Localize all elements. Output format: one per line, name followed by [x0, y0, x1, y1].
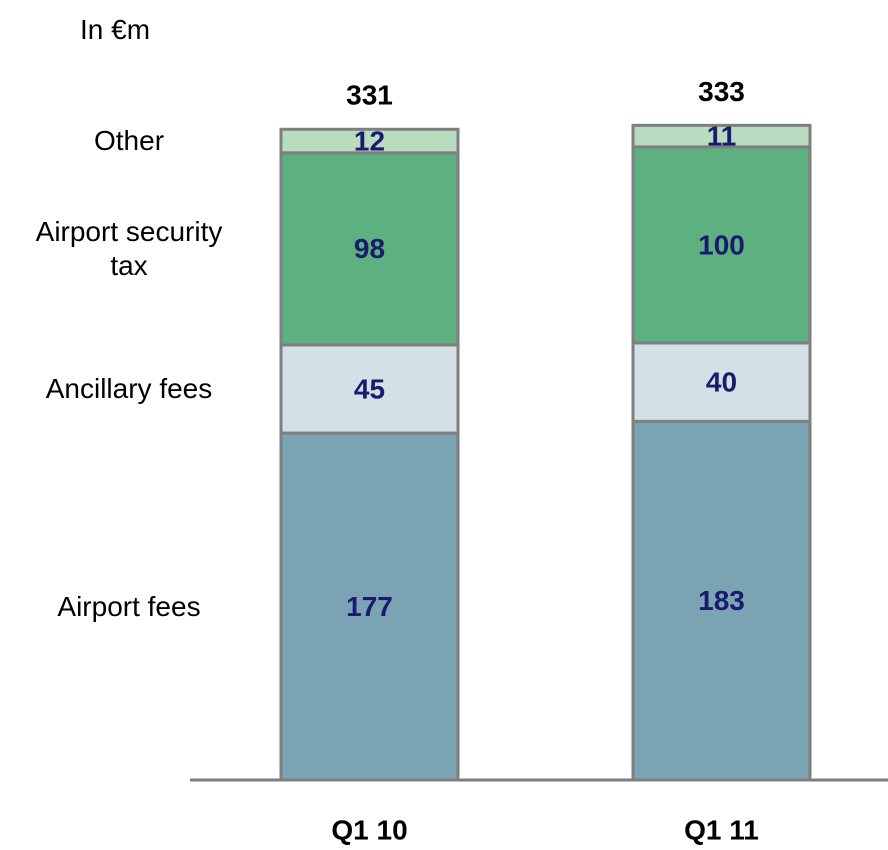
subtitle: In €m	[80, 14, 151, 45]
bar-segment	[279, 343, 460, 435]
data-label: 177	[346, 591, 393, 622]
legend-label: Airport fees	[57, 590, 201, 622]
bar-segment	[279, 127, 460, 155]
bar-segment	[631, 123, 812, 149]
bar-segment	[631, 419, 812, 782]
bar-segment	[631, 145, 812, 345]
data-label: 12	[354, 125, 385, 156]
data-label: 11	[707, 121, 737, 152]
data-label: 100	[698, 229, 745, 260]
bar-segment	[279, 151, 460, 347]
total-label: 331	[346, 80, 393, 111]
legend-label: Other	[93, 125, 165, 157]
bar-segment	[279, 431, 460, 782]
bar-segment	[631, 341, 812, 423]
data-label: 45	[354, 373, 385, 404]
data-label: 183	[698, 585, 745, 616]
x-tick-label: Q1 11	[684, 814, 759, 845]
data-label: 98	[354, 233, 385, 264]
legend-label: Ancillary fees	[45, 372, 213, 404]
data-label: 40	[706, 367, 737, 398]
x-tick-label: Q1 10	[331, 814, 407, 845]
legend-label: Airport security tax	[35, 215, 223, 281]
total-label: 333	[698, 76, 745, 107]
